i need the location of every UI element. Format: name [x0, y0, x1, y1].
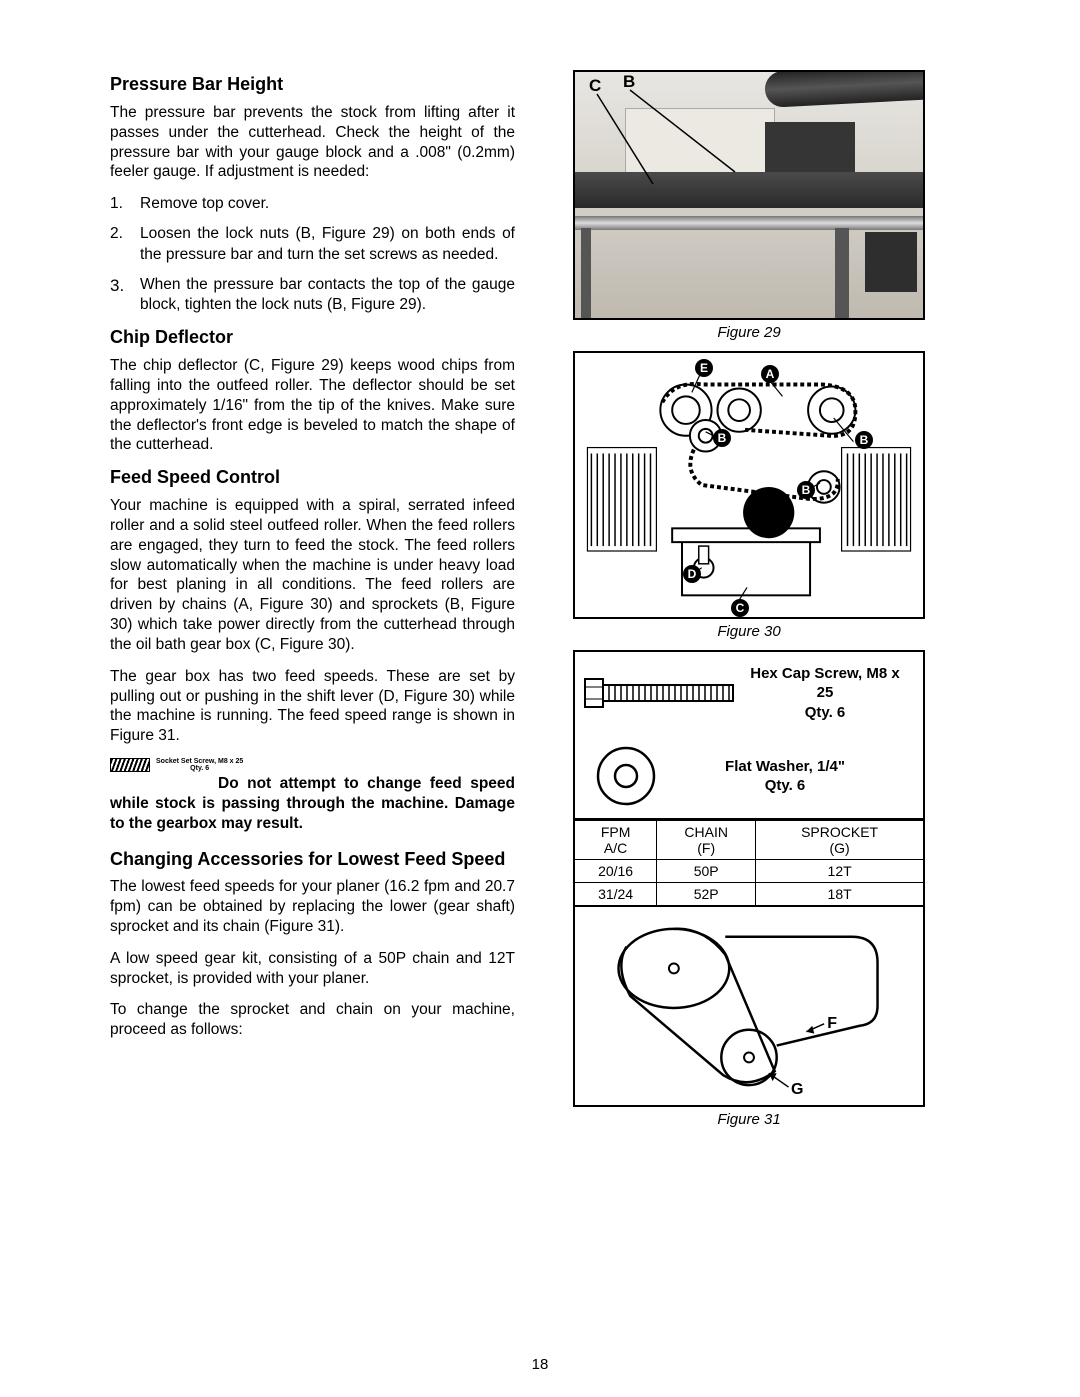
para: The chip deflector (C, Figure 29) keeps … [110, 356, 515, 455]
flat-washer-row: Flat Washer, 1/4" Qty. 6 [573, 734, 925, 820]
fig30-label-b3: B [797, 481, 815, 499]
left-column: Pressure Bar Height The pressure bar pre… [110, 70, 515, 1138]
table-header: SPROCKET(G) [756, 821, 924, 860]
fig31-label-g: G [791, 1081, 803, 1099]
figure-29: C B [573, 70, 925, 320]
figure-31-caption: Figure 31 [717, 1111, 780, 1128]
para: The gear box has two feed speeds. These … [110, 667, 515, 746]
para: The lowest feed speeds for your planer (… [110, 877, 515, 936]
figure-30-caption: Figure 30 [717, 623, 780, 640]
heading-changing-accessories: Changing Accessories for Lowest Feed Spe… [110, 849, 515, 870]
page-number: 18 [0, 1356, 1080, 1373]
washer-icon [591, 741, 661, 811]
heading-feed-speed: Feed Speed Control [110, 467, 515, 488]
para: A low speed gear kit, consisting of a 50… [110, 949, 515, 989]
figure-29-label-c: C [589, 76, 601, 96]
fig30-label-a: A [761, 365, 779, 383]
belt-diagram: F G [573, 907, 925, 1107]
fig30-label-e: E [695, 359, 713, 377]
caution-tiny-text: Socket Set Screw, M8 x 25 Qty. 6 [156, 758, 243, 772]
fig30-label-b2: B [855, 431, 873, 449]
steps-list: 1.Remove top cover. 2.Loosen the lock nu… [110, 194, 515, 315]
fig30-label-b1: B [713, 429, 731, 447]
feed-speed-table: FPMA/C CHAIN(F) SPROCKET(G) 20/16 50P 12… [573, 820, 925, 907]
hw1-qty: Qty. 6 [805, 704, 846, 721]
figure-31: Hex Cap Screw, M8 x 25 Qty. 6 Flat Washe… [573, 650, 925, 1107]
callout-lines [575, 72, 925, 320]
caution-badge-row: Socket Set Screw, M8 x 25 Qty. 6 [110, 758, 515, 772]
caution-stripe-icon [110, 758, 150, 772]
hex-screw-icon [581, 665, 741, 721]
right-column: C B Figure 29 [539, 70, 959, 1138]
table-header: FPMA/C [574, 821, 657, 860]
figure-29-label-b: B [623, 72, 635, 92]
para: The pressure bar prevents the stock from… [110, 103, 515, 182]
figure-30: E A B B B D C [573, 351, 925, 619]
fig30-label-d: D [683, 565, 701, 583]
step-2: 2.Loosen the lock nuts (B, Figure 29) on… [110, 224, 515, 264]
fig31-label-f: F [827, 1015, 837, 1033]
hex-cap-screw-row: Hex Cap Screw, M8 x 25 Qty. 6 [573, 650, 925, 734]
para: To change the sprocket and chain on your… [110, 1000, 515, 1040]
para: Your machine is equipped with a spiral, … [110, 496, 515, 655]
table-row: 20/16 50P 12T [574, 860, 924, 883]
hw2-qty: Qty. 6 [765, 777, 806, 794]
caution-paragraph: Do not attempt to change feed speed whil… [110, 774, 515, 834]
fig30-label-c: C [731, 599, 749, 617]
hw2-label: Flat Washer, 1/4" [725, 758, 845, 775]
table-header: CHAIN(F) [657, 821, 756, 860]
table-row: 31/24 52P 18T [574, 883, 924, 907]
hw1-label: Hex Cap Screw, M8 x 25 [750, 665, 900, 702]
heading-chip-deflector: Chip Deflector [110, 327, 515, 348]
heading-pressure-bar: Pressure Bar Height [110, 74, 515, 95]
step-1: 1.Remove top cover. [110, 194, 515, 214]
figure-29-caption: Figure 29 [717, 324, 780, 341]
step-3: 3.When the pressure bar contacts the top… [110, 275, 515, 315]
